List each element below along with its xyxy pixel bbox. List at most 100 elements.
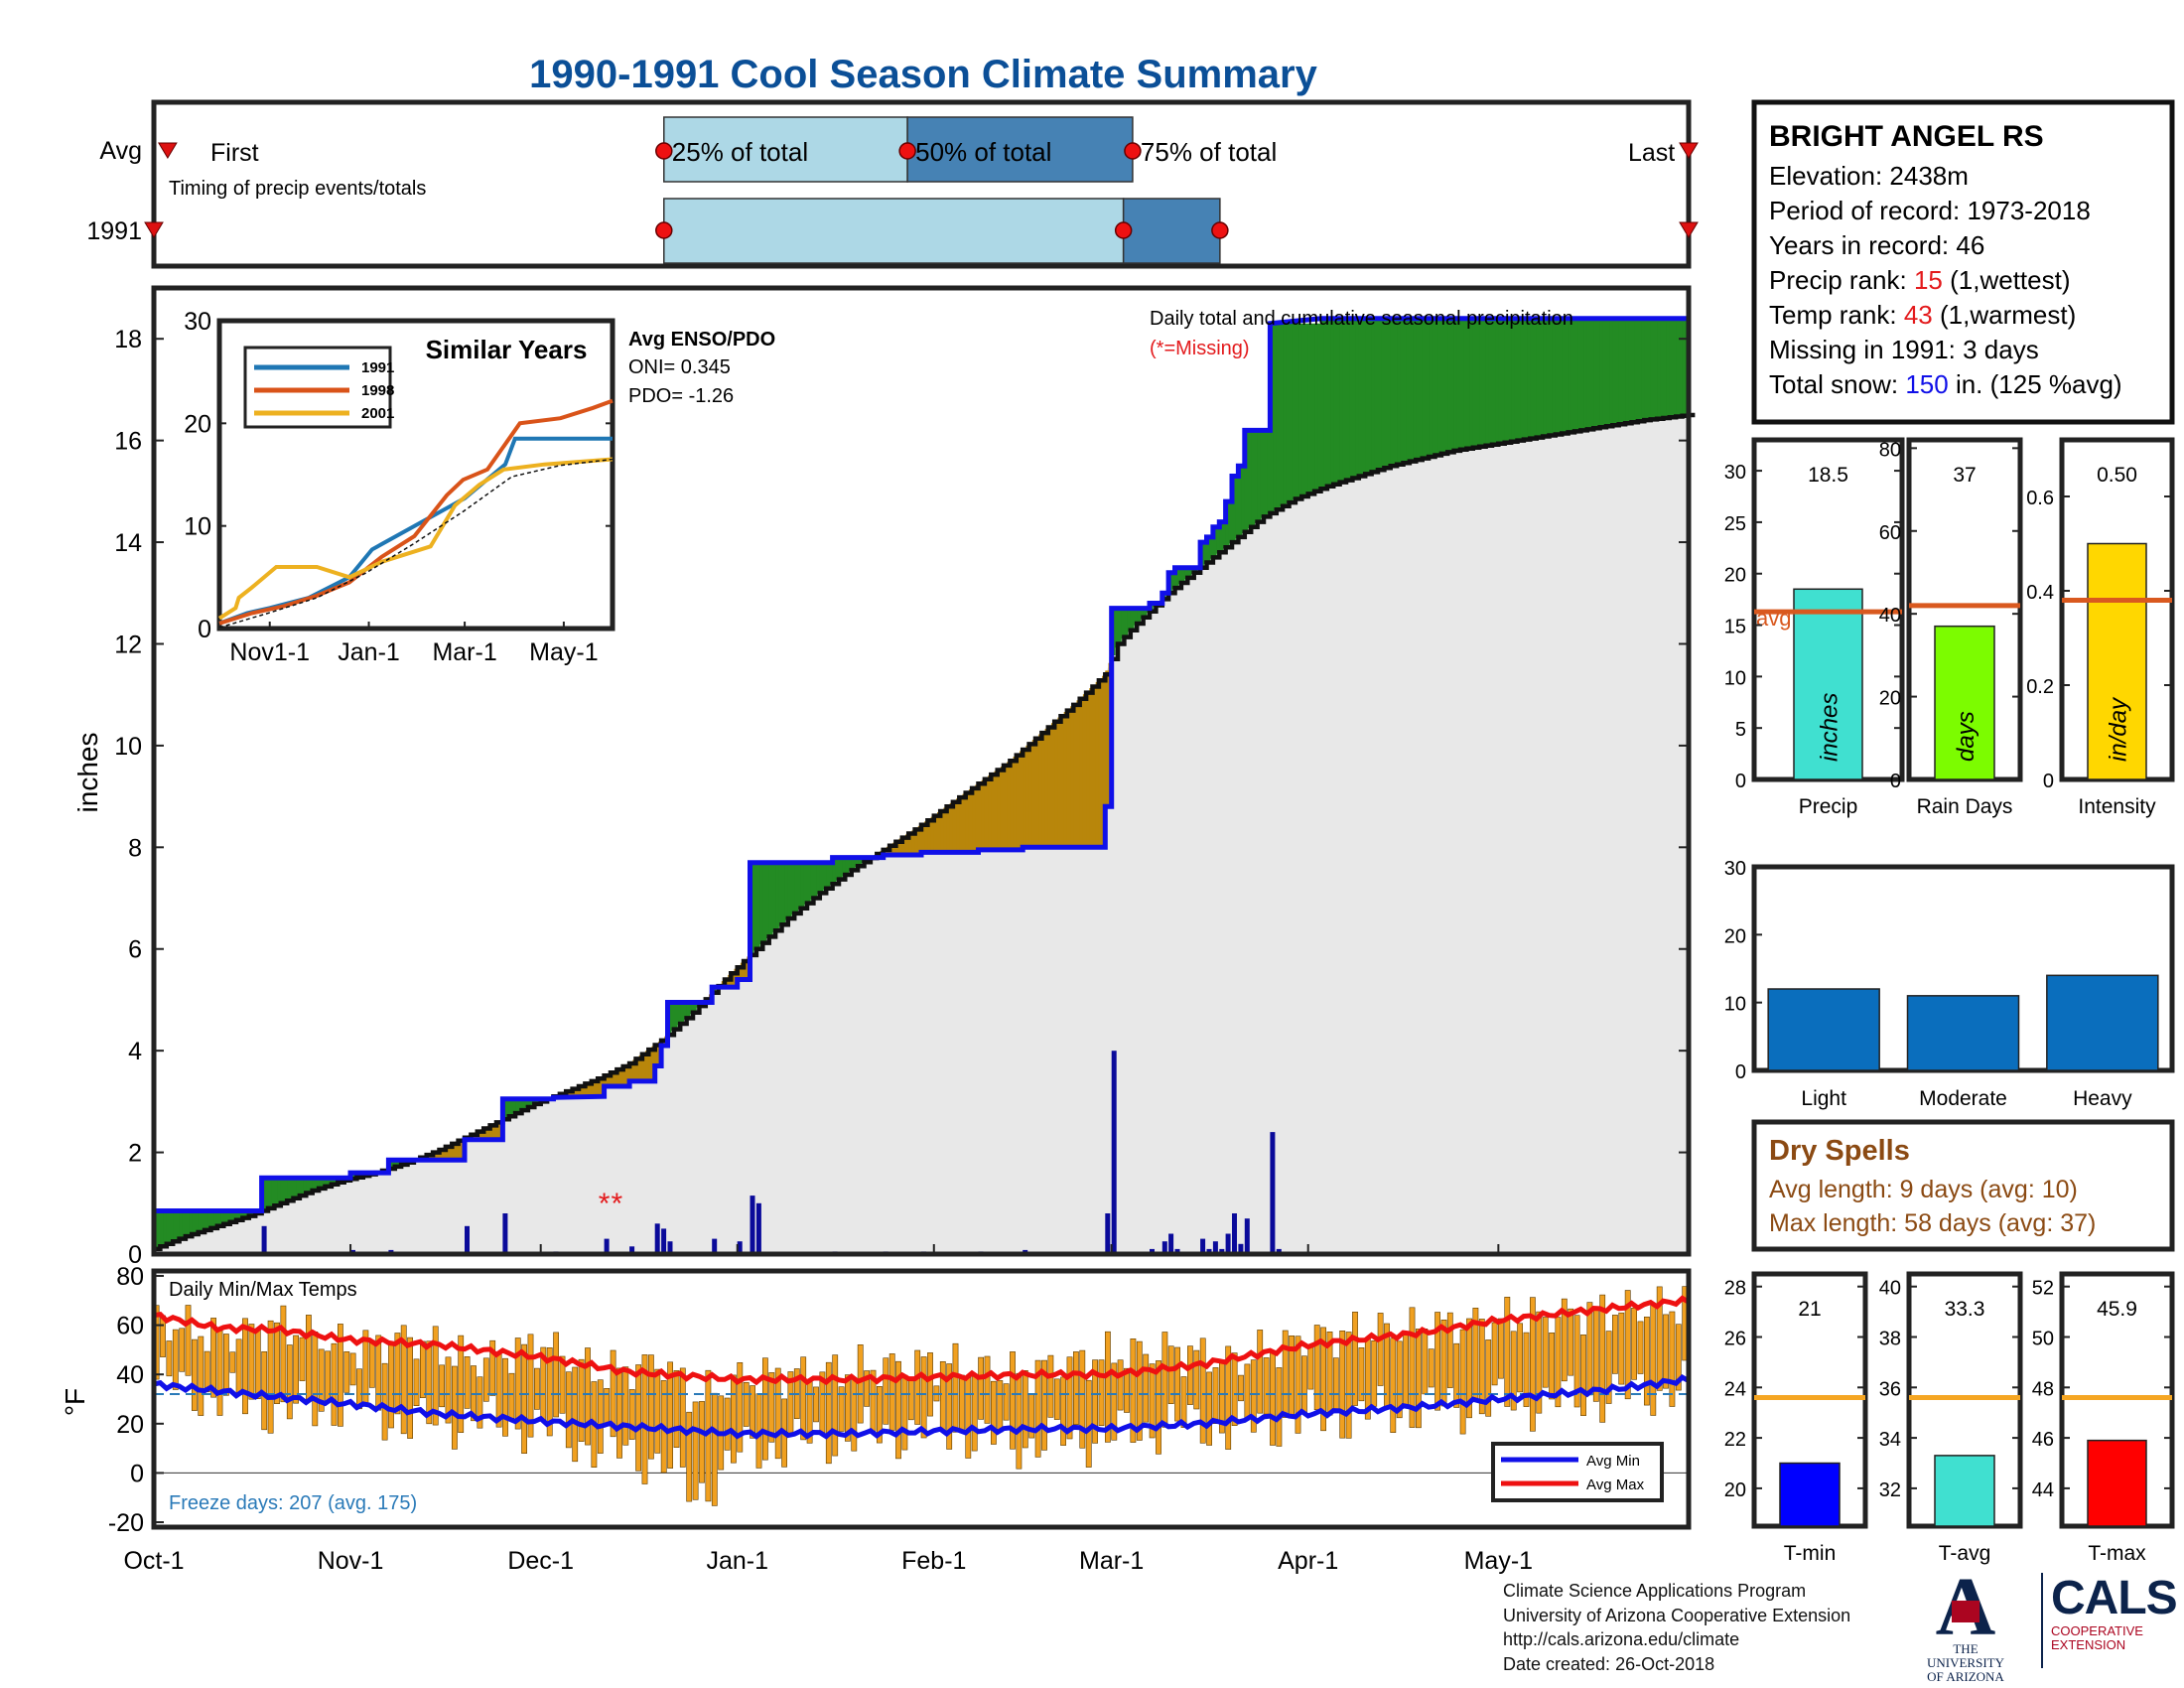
above-avg-fill	[800, 862, 805, 908]
below-avg-fill	[972, 786, 976, 853]
above-avg-fill	[1248, 430, 1252, 528]
above-avg-fill	[1390, 318, 1395, 466]
below-avg-fill	[1076, 700, 1081, 848]
above-avg-fill	[826, 862, 830, 888]
daily-precip-bar	[261, 1225, 267, 1254]
temps-ytick-label: 60	[116, 1313, 144, 1340]
daily-temp-bar	[724, 1397, 731, 1451]
daily-temp-bar	[312, 1332, 319, 1427]
daily-temp-bar	[179, 1328, 186, 1372]
tmin_bar-ytick-label: 22	[1724, 1429, 1746, 1451]
above-avg-fill	[1637, 318, 1642, 421]
daily-temp-bar	[331, 1342, 338, 1426]
above-avg-fill	[1552, 318, 1557, 435]
above-avg-fill	[157, 1210, 161, 1247]
precip_bar-value-bar	[1793, 588, 1863, 780]
above-avg-fill	[521, 1098, 526, 1110]
above-avg-fill	[1456, 318, 1461, 451]
above-avg-fill	[854, 857, 859, 868]
precip_bar-ytick-label: 15	[1724, 617, 1746, 638]
above-avg-fill	[693, 1002, 697, 1012]
above-avg-fill	[1317, 323, 1322, 490]
timing-marker	[1124, 142, 1142, 160]
above-avg-fill	[1209, 536, 1214, 559]
daily-temp-bar	[984, 1355, 991, 1424]
daily-temp-bar	[864, 1370, 870, 1407]
daily-temp-bar	[1523, 1332, 1530, 1407]
below-avg-fill	[492, 1123, 497, 1140]
above-avg-fill	[1362, 318, 1366, 475]
below-avg-fill	[1028, 743, 1033, 848]
above-avg-fill	[242, 1210, 247, 1218]
tavg_bar-ytick-label: 36	[1879, 1378, 1901, 1400]
above-avg-fill	[1219, 521, 1224, 551]
above-avg-fill	[284, 1178, 288, 1201]
above-avg-fill	[1279, 323, 1284, 507]
above-avg-fill	[1625, 318, 1629, 423]
daily-temp-bar	[1073, 1351, 1079, 1426]
timing-row-1991-label: 1991	[86, 217, 142, 245]
above-avg-fill	[1657, 318, 1661, 419]
daily-temp-bar	[978, 1356, 984, 1420]
precip-event-label: Light	[1801, 1087, 1846, 1110]
below-avg-fill	[994, 771, 999, 850]
daily-temp-bar	[1428, 1348, 1434, 1388]
below-avg-fill	[1070, 706, 1074, 848]
daily-temp-bar	[388, 1344, 394, 1429]
cumulative-ytick-label: 10	[114, 733, 142, 761]
precip_bar-ytick-label: 10	[1724, 667, 1746, 689]
daily-precip-bar	[502, 1213, 508, 1254]
daily-temp-bar	[901, 1374, 908, 1451]
daily-temp-bar	[1098, 1359, 1105, 1426]
footer-line-3: http://cals.arizona.edu/climate	[1503, 1629, 1740, 1649]
above-avg-fill	[1476, 318, 1480, 447]
similar-year-line	[217, 457, 614, 621]
above-avg-fill	[527, 1098, 532, 1107]
rain_days_bar-ytick-label: 20	[1879, 688, 1901, 710]
daily-temp-bar	[585, 1347, 591, 1446]
tmin_bar-ytick-label: 20	[1724, 1479, 1746, 1501]
station-years: Years in record: 46	[1769, 230, 1984, 260]
daily-temp-bar	[1371, 1340, 1378, 1407]
daily-temp-bar	[1105, 1331, 1111, 1443]
daily-temp-bar	[1459, 1329, 1466, 1435]
timing-last-label: Last	[1628, 139, 1675, 167]
above-avg-fill	[264, 1178, 269, 1209]
daily-temp-bar	[166, 1340, 173, 1377]
cumulative-missing-note: (*=Missing)	[1150, 338, 1250, 359]
above-avg-fill	[189, 1210, 193, 1235]
below-avg-fill	[1047, 726, 1052, 848]
above-avg-fill	[1257, 430, 1262, 521]
daily-temp-bar	[1624, 1290, 1631, 1400]
above-avg-fill	[765, 862, 770, 938]
above-avg-fill	[683, 1002, 688, 1020]
above-avg-fill	[198, 1210, 203, 1232]
below-avg-fill	[965, 791, 970, 853]
above-avg-fill	[328, 1178, 333, 1186]
tmax_bar-ytick-label: 48	[2032, 1378, 2054, 1400]
daily-temp-bar	[1485, 1339, 1492, 1417]
above-avg-fill	[394, 1160, 399, 1167]
timing-bar-first-half	[663, 116, 908, 183]
page-title: 1990-1991 Cool Season Climate Summary	[529, 53, 1317, 96]
daily-precip-bar	[629, 1246, 635, 1254]
daily-temp-bar	[990, 1380, 997, 1445]
daily-temp-bar	[286, 1344, 293, 1420]
daily-temp-bar	[1536, 1311, 1543, 1414]
daily-temp-bar	[1225, 1345, 1232, 1450]
below-avg-fill	[582, 1084, 586, 1098]
daily-temp-bar	[1066, 1356, 1073, 1440]
above-avg-fill	[319, 1178, 323, 1189]
daily-temp-bar	[647, 1354, 654, 1460]
below-avg-fill	[1082, 694, 1087, 848]
cumulative-ytick-label: 12	[114, 631, 142, 658]
daily-precip-bar	[1206, 1248, 1212, 1254]
daily-temp-bar	[958, 1374, 965, 1434]
above-avg-fill	[1549, 318, 1554, 436]
above-avg-fill	[1121, 608, 1125, 639]
daily-temp-bar	[1605, 1331, 1612, 1404]
below-avg-fill	[905, 834, 909, 855]
daily-precip-bar	[1150, 1248, 1155, 1254]
below-avg-fill	[598, 1077, 602, 1098]
similar-year-line	[218, 458, 614, 629]
